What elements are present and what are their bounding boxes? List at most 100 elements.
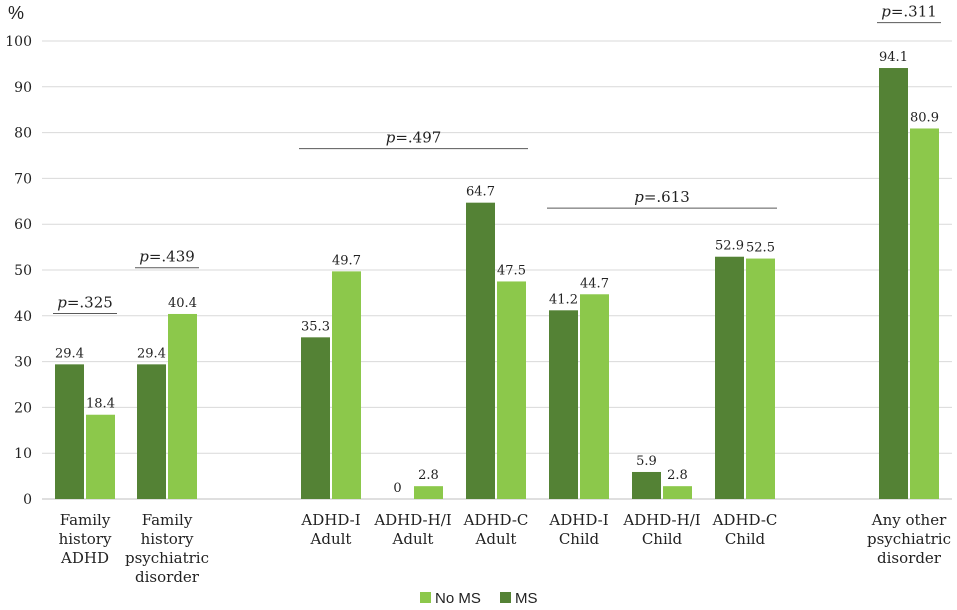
data-label: 18.4 xyxy=(86,397,115,412)
y-axis-ticks: 0 10 20 30 40 50 60 70 80 90 100 xyxy=(5,34,32,508)
data-label: 5.9 xyxy=(636,454,657,469)
category-label-line: ADHD-H/I xyxy=(373,511,451,529)
p-value-label: p=.325 xyxy=(57,294,113,312)
category-label: ADHD-I Child xyxy=(548,511,608,548)
category-label-line: ADHD-C xyxy=(463,511,529,529)
bar-ms xyxy=(549,310,578,499)
p-value: =.311 xyxy=(891,3,937,21)
category-label: ADHD-H/I Adult xyxy=(373,511,451,548)
bar-ms xyxy=(632,471,661,499)
category-label-line: ADHD-I xyxy=(300,511,360,529)
bar-no-ms xyxy=(910,128,939,499)
y-tick-label: 100 xyxy=(5,34,32,50)
data-label: 35.3 xyxy=(301,319,330,334)
category-label-line: Adult xyxy=(310,530,352,548)
category-label-line: Adult xyxy=(475,530,517,548)
category-label: ADHD-C Child xyxy=(712,511,778,548)
data-label: 52.5 xyxy=(746,241,775,256)
p-value: =.439 xyxy=(149,248,195,266)
bar-ms xyxy=(301,337,330,499)
y-tick-label: 40 xyxy=(14,309,32,325)
y-tick-label: 50 xyxy=(14,263,32,279)
category-label-line: ADHD-H/I xyxy=(622,511,700,529)
category-label-line: Family xyxy=(60,511,111,529)
data-label: 2.8 xyxy=(667,468,688,483)
category-label-line: history xyxy=(141,530,194,548)
category-label-line: Child xyxy=(642,530,683,548)
y-tick-label: 80 xyxy=(14,126,32,142)
legend-label: MS xyxy=(515,590,538,607)
category-label: ADHD-I Adult xyxy=(300,511,360,548)
legend-label: No MS xyxy=(435,590,481,607)
bar-ms xyxy=(879,68,908,499)
data-label: 29.4 xyxy=(55,346,84,361)
category-label-line: ADHD xyxy=(60,549,109,567)
legend-swatch-ms xyxy=(500,592,511,603)
category-label-line: Child xyxy=(725,530,766,548)
bar-no-ms xyxy=(497,281,526,499)
category-label-line: psychiatric xyxy=(867,530,951,548)
p-symbol: p xyxy=(386,129,396,147)
data-label: 44.7 xyxy=(580,276,609,291)
data-label: 64.7 xyxy=(466,185,495,200)
category-label-line: ADHD-C xyxy=(712,511,778,529)
category-label-line: history xyxy=(59,530,112,548)
bar-no-ms xyxy=(414,486,443,499)
p-value-label: p=.311 xyxy=(881,3,937,21)
category-label-line: ADHD-I xyxy=(548,511,608,529)
bar-ms xyxy=(55,364,84,499)
y-tick-label: 10 xyxy=(14,446,32,462)
p-value: =.613 xyxy=(644,188,690,206)
category-label: ADHD-H/I Child xyxy=(622,511,700,548)
category-label-line: disorder xyxy=(877,549,942,567)
data-label: 41.2 xyxy=(549,292,578,307)
data-label: 0 xyxy=(393,481,401,496)
y-tick-label: 60 xyxy=(14,217,32,233)
legend-swatch-no-ms xyxy=(420,592,431,603)
p-value: =.497 xyxy=(395,129,441,147)
bar-no-ms xyxy=(168,313,197,499)
bar-no-ms xyxy=(580,294,609,499)
bar-ms xyxy=(466,202,495,499)
legend: No MS MS xyxy=(420,590,538,607)
category-label-line: disorder xyxy=(135,568,200,586)
y-tick-label: 70 xyxy=(14,171,32,187)
category-label: Family history psychiatric disorder xyxy=(125,511,209,586)
category-label-line: Adult xyxy=(392,530,434,548)
p-value-label: p=.613 xyxy=(634,188,690,206)
p-symbol: p xyxy=(57,294,67,312)
bars xyxy=(55,68,939,499)
p-value-label: p=.439 xyxy=(139,248,195,266)
bar-ms xyxy=(137,364,166,499)
p-symbol: p xyxy=(634,188,644,206)
y-tick-label: 90 xyxy=(14,80,32,96)
data-label: 94.1 xyxy=(879,50,908,65)
p-symbol: p xyxy=(139,248,149,266)
y-axis-label: % xyxy=(8,3,24,23)
y-tick-label: 30 xyxy=(14,355,32,371)
data-label: 2.8 xyxy=(418,468,439,483)
bar-no-ms xyxy=(332,271,361,499)
category-label-line: psychiatric xyxy=(125,549,209,567)
category-label-line: Any other xyxy=(871,511,947,529)
bar-no-ms xyxy=(746,258,775,499)
data-label: 40.4 xyxy=(168,296,197,311)
bar-no-ms xyxy=(663,486,692,499)
p-value: =.325 xyxy=(67,294,113,312)
data-label: 29.4 xyxy=(137,346,166,361)
data-label: 80.9 xyxy=(910,110,939,125)
p-value-label: p=.497 xyxy=(386,129,442,147)
data-label: 49.7 xyxy=(332,253,361,268)
category-label: ADHD-C Adult xyxy=(463,511,529,548)
bar-ms xyxy=(715,256,744,499)
bar-no-ms xyxy=(86,414,115,499)
data-label: 52.9 xyxy=(715,239,744,254)
y-tick-label: 20 xyxy=(14,400,32,416)
category-label: Any other psychiatric disorder xyxy=(867,511,951,567)
data-labels: 29.4 18.4 29.4 40.4 35.3 49.7 0 2.8 64.7 47.5 41.2… xyxy=(55,50,939,496)
category-label-line: Child xyxy=(559,530,600,548)
category-label: Family history ADHD xyxy=(59,511,112,567)
